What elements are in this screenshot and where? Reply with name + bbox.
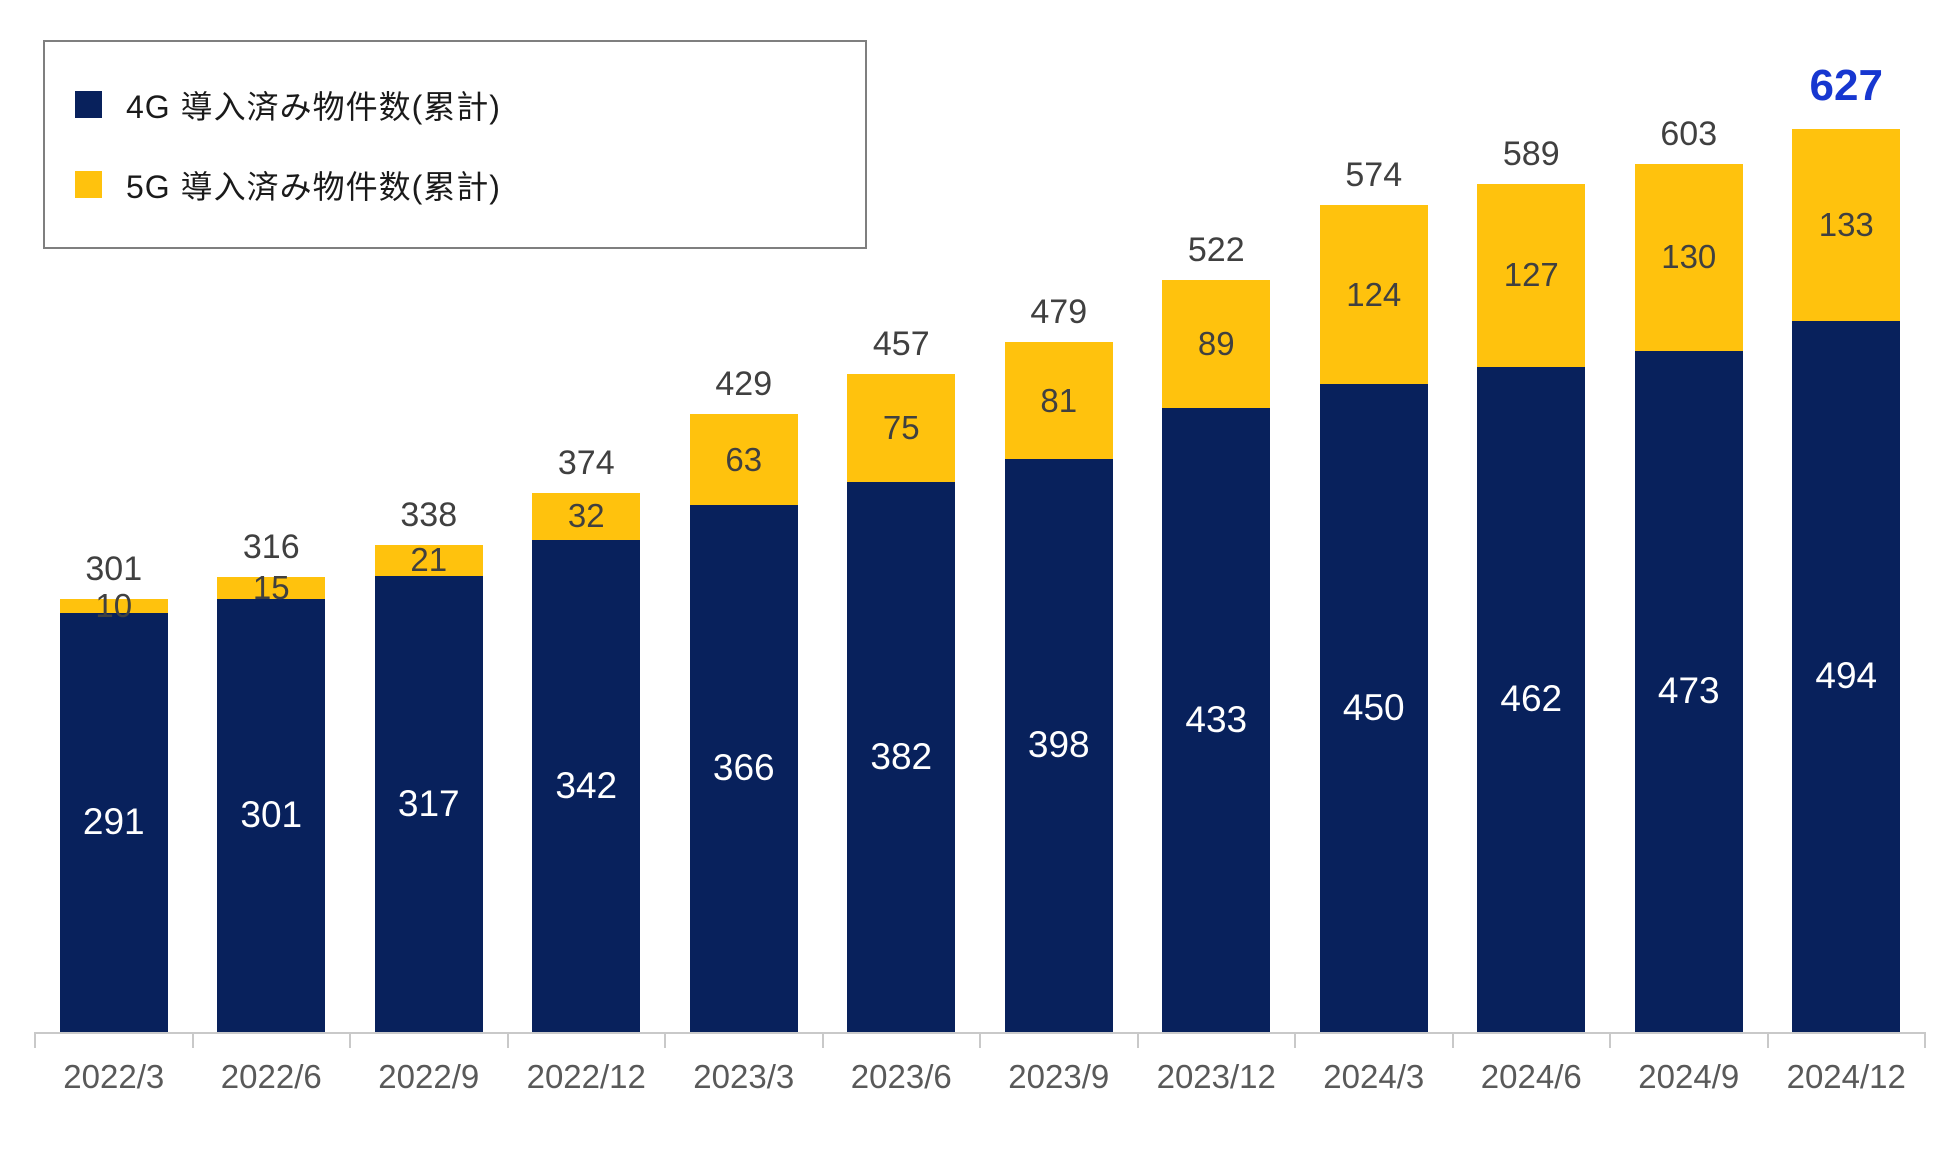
bar-segment-5g: 89 bbox=[1162, 280, 1271, 409]
x-axis-label: 2022/9 bbox=[378, 1058, 480, 1095]
bar-4g-value-label: 494 bbox=[1815, 655, 1878, 697]
bar-total-label: 457 bbox=[872, 324, 930, 363]
bar-4g-value-label: 450 bbox=[1342, 687, 1405, 728]
bar-4g-value-label: 366 bbox=[712, 747, 775, 789]
x-axis-label: 2022/6 bbox=[220, 1058, 322, 1095]
x-axis-tick bbox=[34, 1032, 36, 1048]
bar-segment-5g: 124 bbox=[1319, 205, 1428, 384]
bar-total-label: 301 bbox=[85, 549, 143, 588]
legend-swatch-4g-icon bbox=[75, 91, 102, 118]
legend-label-4g: 4G 導入済み物件数(累計) bbox=[126, 88, 501, 125]
bar-5g-value-label: 133 bbox=[1818, 205, 1874, 243]
x-axis-tick bbox=[979, 1032, 981, 1048]
bar-total-label: 574 bbox=[1345, 156, 1403, 195]
bar-5g-value-label: 81 bbox=[1040, 381, 1078, 419]
bar-segment-5g: 15 bbox=[217, 569, 326, 606]
x-axis-tick bbox=[1924, 1032, 1926, 1048]
bar-total-label: 522 bbox=[1187, 231, 1245, 270]
x-axis-tick bbox=[506, 1032, 509, 1048]
legend: 4G 導入済み物件数(累計) 5G 導入済み物件数(累計) bbox=[43, 40, 867, 249]
x-axis-label: 2023/12 bbox=[1156, 1058, 1276, 1095]
bar-4g-value-label: 291 bbox=[82, 801, 145, 843]
bar-5g-value-label: 21 bbox=[410, 541, 448, 579]
x-axis-tick bbox=[1451, 1032, 1454, 1048]
legend-item-5g: 5G 導入済み物件数(累計) bbox=[75, 162, 865, 208]
bar-total-label: 429 bbox=[715, 365, 773, 404]
bar-5g-value-label: 63 bbox=[725, 440, 763, 478]
x-axis-tick bbox=[664, 1032, 666, 1048]
bar-4g-value-label: 462 bbox=[1500, 678, 1563, 720]
bar-segment-4g: 301 bbox=[217, 598, 326, 1032]
x-axis-label: 2023/6 bbox=[850, 1058, 952, 1095]
bar-segment-4g: 462 bbox=[1477, 366, 1586, 1032]
legend-swatch-5g-icon bbox=[75, 171, 102, 198]
bar-segment-4g: 494 bbox=[1792, 320, 1901, 1032]
bar-segment-4g: 366 bbox=[689, 504, 798, 1032]
bar-segment-5g: 63 bbox=[689, 414, 798, 505]
bar-segment-4g: 342 bbox=[532, 539, 641, 1032]
x-axis-label: 2023/3 bbox=[693, 1058, 795, 1095]
bar-4g-value-label: 433 bbox=[1185, 699, 1248, 741]
x-axis-label: 2023/9 bbox=[1008, 1058, 1110, 1095]
x-axis-label: 2024/9 bbox=[1638, 1058, 1740, 1095]
bar-5g-value-label: 89 bbox=[1197, 325, 1235, 363]
bar-segment-4g: 382 bbox=[847, 481, 956, 1032]
bar-total-label: 338 bbox=[400, 496, 458, 535]
bar-segment-5g: 127 bbox=[1477, 183, 1586, 367]
legend-label-5g: 5G 導入済み物件数(累計) bbox=[126, 168, 501, 205]
x-axis-tick bbox=[1294, 1032, 1296, 1048]
bar-4g-value-label: 473 bbox=[1657, 670, 1720, 712]
bar-5g-value-label: 75 bbox=[882, 408, 920, 446]
x-axis-tick bbox=[349, 1032, 351, 1048]
bar-4g-value-label: 317 bbox=[397, 782, 460, 824]
bar-segment-5g: 133 bbox=[1792, 129, 1901, 321]
bar-total-label: 374 bbox=[557, 444, 615, 483]
bar-total-label: 627 bbox=[1809, 61, 1883, 111]
x-axis-label: 2022/3 bbox=[63, 1058, 165, 1095]
bar-5g-value-label: 127 bbox=[1503, 256, 1559, 294]
bar-total-label: 316 bbox=[242, 527, 300, 566]
x-axis-label: 2024/6 bbox=[1480, 1058, 1582, 1095]
bar-4g-value-label: 382 bbox=[870, 735, 933, 777]
bar-4g-value-label: 301 bbox=[240, 794, 303, 836]
bar-5g-value-label: 32 bbox=[567, 497, 605, 535]
bar-segment-5g: 130 bbox=[1634, 163, 1743, 351]
bar-5g-value-label: 130 bbox=[1661, 238, 1717, 276]
bar-total-label: 589 bbox=[1502, 134, 1560, 173]
x-axis-tick bbox=[1766, 1032, 1769, 1048]
x-axis-label: 2024/12 bbox=[1786, 1058, 1906, 1095]
bar-total-label: 603 bbox=[1660, 114, 1718, 153]
bar-segment-4g: 291 bbox=[59, 612, 168, 1032]
x-axis-tick bbox=[1136, 1032, 1139, 1048]
bar-5g-value-label: 15 bbox=[252, 568, 290, 606]
bar-segment-5g: 10 bbox=[59, 587, 168, 624]
bar-segment-4g: 433 bbox=[1162, 408, 1271, 1032]
bar-segment-4g: 473 bbox=[1634, 350, 1743, 1032]
bar-segment-5g: 75 bbox=[847, 373, 956, 482]
bar-segment-4g: 317 bbox=[374, 575, 483, 1032]
bar-segment-4g: 450 bbox=[1319, 384, 1428, 1032]
x-axis-label: 2024/3 bbox=[1323, 1058, 1425, 1095]
bar-5g-value-label: 124 bbox=[1346, 275, 1402, 313]
bar-4g-value-label: 342 bbox=[555, 764, 618, 806]
bar-segment-5g: 21 bbox=[374, 541, 483, 578]
legend-item-4g: 4G 導入済み物件数(累計) bbox=[75, 82, 865, 128]
x-axis-tick bbox=[821, 1032, 824, 1048]
bar-segment-5g: 81 bbox=[1004, 342, 1113, 459]
bar-segment-4g: 398 bbox=[1004, 458, 1113, 1032]
bar-4g-value-label: 398 bbox=[1027, 724, 1090, 766]
bar-5g-value-label: 10 bbox=[95, 586, 133, 624]
x-axis-tick bbox=[1609, 1032, 1611, 1048]
bar-segment-5g: 32 bbox=[532, 493, 641, 540]
x-axis-label: 2022/12 bbox=[526, 1058, 646, 1095]
bar-total-label: 479 bbox=[1030, 293, 1088, 332]
x-axis-tick bbox=[191, 1032, 194, 1048]
